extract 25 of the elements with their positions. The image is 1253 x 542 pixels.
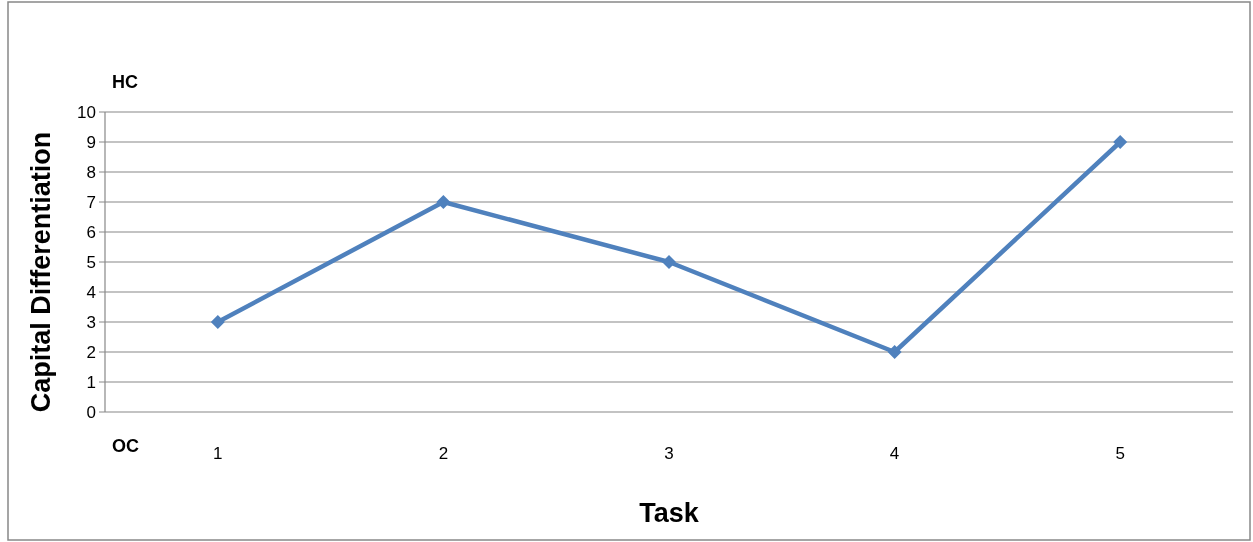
y-tick-label: 1 [86, 372, 96, 392]
point [210, 315, 225, 329]
y-tick-label: 8 [86, 162, 96, 182]
y-tick-label: 3 [86, 312, 96, 332]
point [887, 345, 902, 359]
y-tick-label: 6 [86, 222, 96, 242]
point [1113, 135, 1128, 149]
y-axis-title: Capital Differentiation [26, 131, 56, 413]
point [436, 195, 451, 209]
y-tick-label: 10 [77, 102, 96, 122]
y-tick-label: 9 [86, 132, 96, 152]
text: HC [112, 72, 138, 92]
y-tick-label: 2 [86, 342, 96, 362]
point [662, 255, 676, 269]
x-axis-title: Task [639, 498, 700, 528]
y-tick-label: 5 [86, 252, 96, 272]
x-tick-label: 5 [1115, 444, 1125, 463]
x-tick-label: 3 [664, 444, 674, 463]
x-tick-label: 1 [213, 444, 223, 463]
x-tick-label: 4 [889, 444, 900, 463]
y-tick-label: 7 [86, 192, 96, 212]
x-tick-label: 2 [438, 444, 449, 463]
text: OC [112, 436, 139, 456]
y-tick-label: 0 [86, 402, 96, 422]
y-tick-label: 4 [86, 282, 96, 302]
